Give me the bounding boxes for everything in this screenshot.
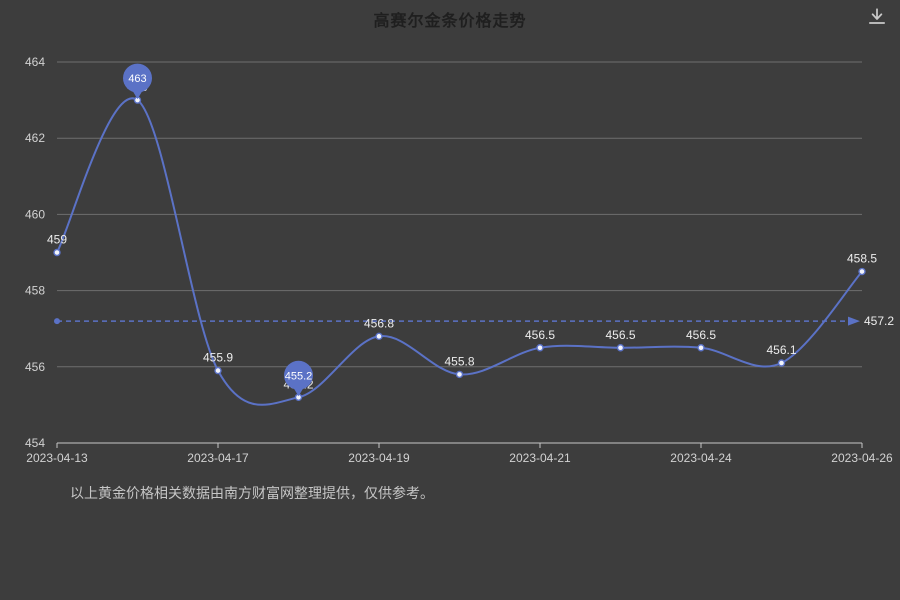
download-icon	[868, 8, 886, 24]
data-point[interactable]	[536, 344, 544, 352]
point-label: 456.5	[525, 328, 555, 342]
y-tick-label: 462	[25, 131, 45, 145]
point-label: 456.1	[766, 343, 796, 357]
x-tick-label: 2023-04-17	[187, 451, 249, 465]
average-mark-line: 457.2	[54, 314, 894, 328]
y-tick-label: 454	[25, 436, 45, 450]
price-line-chart[interactable]: 2023-04-13 2023-04-17 2023-04-19 2023-04-21…	[0, 0, 900, 475]
y-tick-label: 464	[25, 55, 45, 69]
mark-point-label: 463	[128, 73, 146, 85]
x-tick-label: 2023-04-19	[348, 451, 410, 465]
y-tick-label: 456	[25, 360, 45, 374]
mark-line-arrow	[848, 316, 860, 326]
data-point[interactable]	[616, 344, 625, 352]
x-axis: 2023-04-13 2023-04-17 2023-04-19 2023-04-21…	[26, 442, 893, 465]
data-point[interactable]	[214, 366, 222, 375]
data-points	[53, 96, 866, 401]
point-label: 458.5	[847, 252, 877, 266]
point-label: 459	[47, 233, 67, 247]
footer-note: 以上黄金价格相关数据由南方财富网整理提供，仅供参考。	[70, 485, 434, 501]
point-label: 455.8	[444, 354, 474, 368]
data-point[interactable]	[53, 248, 61, 257]
chart-title: 高赛尔金条价格走势	[373, 13, 527, 30]
point-label: 455.9	[203, 351, 233, 365]
data-point[interactable]	[777, 359, 786, 367]
y-axis: 454 456 458 460 462 464	[25, 55, 45, 450]
download-button[interactable]	[866, 6, 888, 28]
mark-line-start-dot	[54, 318, 60, 325]
data-point[interactable]	[455, 370, 464, 379]
y-tick-label: 458	[25, 284, 45, 298]
data-point[interactable]	[697, 344, 705, 352]
x-tick-label: 2023-04-26	[831, 451, 893, 465]
average-line-label: 457.2	[864, 314, 894, 328]
point-label: 456.5	[605, 328, 635, 342]
data-point[interactable]	[375, 332, 383, 341]
point-label: 456.5	[686, 328, 716, 342]
mark-point-pin: 463	[123, 63, 152, 100]
x-tick-label: 2023-04-21	[509, 451, 571, 465]
point-label: 456.8	[364, 316, 394, 330]
y-tick-label: 460	[25, 207, 45, 221]
mark-point-label: 455.2	[285, 370, 313, 382]
data-point[interactable]	[858, 267, 866, 276]
x-tick-label: 2023-04-13	[26, 451, 88, 465]
point-labels: 459463455.9455.2456.8455.8456.5456.5456.…	[47, 80, 877, 391]
mark-point-pin: 455.2	[284, 360, 313, 397]
series-line	[56, 97, 863, 406]
grid-lines	[57, 61, 862, 368]
x-tick-label: 2023-04-24	[670, 451, 732, 465]
